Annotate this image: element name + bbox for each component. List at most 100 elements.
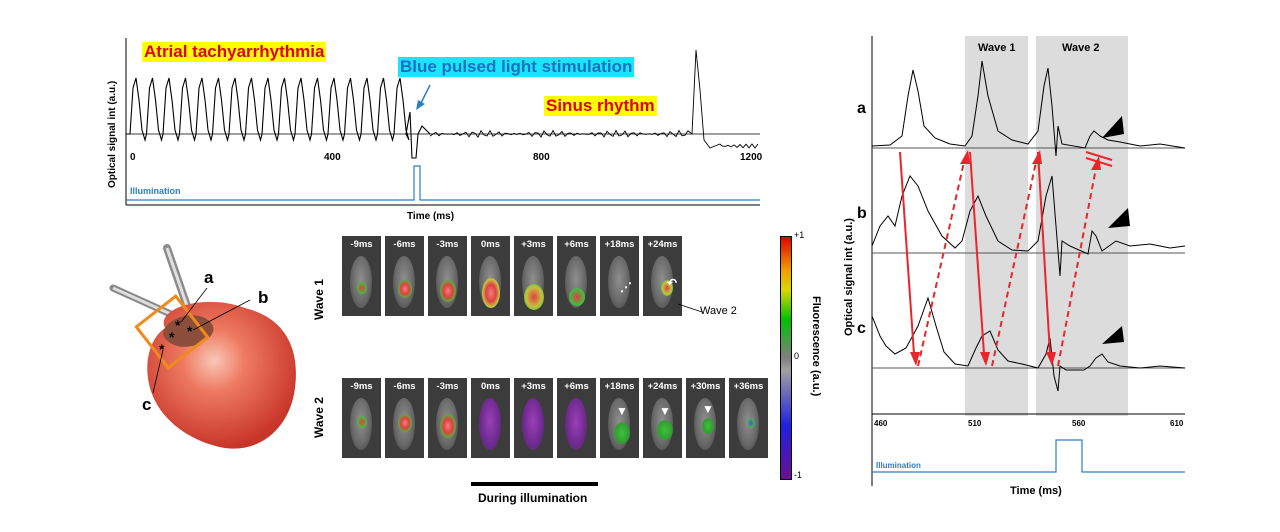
wave2-frame-9: +30ms ▼ [686,378,725,458]
wave2-frame-5: +3ms [514,378,553,458]
retrograde-arrow-1 [917,161,965,367]
arrowhead-b [1108,208,1130,228]
title-atrial-tachyarrhythmia: Atrial tachyarrhythmia [142,42,327,62]
stimulation-artifact [405,111,431,159]
top-illumination-label: Illumination [130,186,181,196]
illumination-period-bar [471,482,598,486]
frame-time: -6ms [393,381,416,392]
frame-time: -9ms [350,239,373,250]
imaging-region-box [134,294,210,370]
activation [357,416,367,428]
frame-time: +6ms [564,381,589,392]
atrium [163,315,214,347]
wave1-row-label: Wave 1 [312,279,326,320]
wave2-frame-10: +36ms [729,378,768,458]
conduction-arrowhead-3 [1046,352,1056,366]
conduction-arrowhead-1 [910,352,920,366]
title-blue-light-stimulation: Blue pulsed light stimulation [398,57,635,77]
frame-time: -6ms [393,239,416,250]
right-tick-510: 510 [968,419,982,428]
retrograde-arrow-3 [1057,167,1097,367]
right-trace-label-b: b [857,205,867,222]
colorbar-mid: 0 [794,351,800,361]
arrowhead-marker: ▼ [702,402,714,416]
arrowhead-c [1102,326,1124,344]
right-trace-label-a: a [857,100,866,117]
tissue [565,398,587,450]
activation [614,422,630,444]
tissue [479,398,501,450]
top-tick-1200: 1200 [740,152,763,163]
wave1-frame-4: 0ms [471,236,510,316]
top-tick-800: 800 [533,152,550,163]
frame-time: +36ms [733,381,764,392]
arrowhead-marker: ▼ [616,404,628,418]
frame-time: +24ms [647,381,678,392]
wave2-annotation: Wave 2 [700,305,737,317]
frame-time: +30ms [690,381,721,392]
conduction-arrow-3 [1037,151,1051,355]
retrograde-arrows [917,161,1097,367]
right-tick-610: 610 [1170,419,1184,428]
title-sinus-rhythm: Sinus rhythm [544,96,657,116]
wave2-annotation-line [677,303,703,313]
leader-line-c [152,349,164,394]
wave2-frame-3: -3ms [428,378,467,458]
conduction-arrow-2 [969,151,985,355]
activation [747,418,755,428]
wave2-frame-6: +6ms [557,378,596,458]
top-y-label: Optical signal int (a.u.) [107,81,118,188]
top-tick-0: 0 [130,152,136,163]
wave1-frame-8: +24ms ↶ [643,236,682,316]
stim-pointer-arrow [419,84,431,106]
wave1-frame-7: +18ms ⋰ [600,236,639,316]
leader-line-a [180,287,208,323]
frame-time: 0ms [480,381,500,392]
activation [440,414,456,438]
leader-line-b [192,299,251,331]
right-trace-panel: Wave 1 Wave 2 a b c Optical signal int (… [843,36,1186,497]
recording-site-marker-c: * [159,341,165,357]
retrograde-arrow-2 [991,161,1037,367]
trace-c [871,296,1186,392]
trace-b [871,175,1186,277]
activation [440,280,456,302]
top-tick-400: 400 [324,152,341,163]
wave1-frame-2: -6ms [385,236,424,316]
arrowhead-a [1102,116,1124,138]
top-trace-panel: Illumination 0 400 800 1200 Optical sign… [107,38,763,222]
reentry-arrow: ↶ [667,276,678,290]
frame-time: -3ms [436,239,459,250]
recording-site-marker-b: * [169,329,175,345]
top-illumination-line [126,165,760,201]
conduction-block-mark-2 [1085,157,1113,167]
during-illumination-label: During illumination [478,491,588,505]
wave2-frame-2: -6ms [385,378,424,458]
wave1-header: Wave 1 [978,42,1016,54]
recording-site-marker-d: * [187,323,193,339]
heart-label-b: b [258,288,269,307]
frame-time: -9ms [350,381,373,392]
activation [524,284,544,310]
top-x-label: Time (ms) [407,211,454,222]
retrograde-arrowhead-3 [1091,156,1101,170]
trace-a [871,60,1186,157]
frame-time: 0ms [480,239,500,250]
activation [398,280,412,298]
propagation-arrow: ⋰ [620,280,632,294]
activation [357,282,367,294]
activation [569,288,585,306]
stim-pointer-arrowhead [416,100,425,110]
wave1-frame-1: -9ms [342,236,381,316]
wave1-frame-5: +3ms [514,236,553,316]
activation [702,418,714,434]
right-x-label: Time (ms) [1010,485,1062,497]
wave2-header: Wave 2 [1062,42,1100,54]
heart-figure: * * * * [109,244,296,449]
sinus-rhythm-trace [429,49,759,149]
frame-time: +3ms [521,239,546,250]
conduction-arrows [899,151,1056,366]
frame-time: +3ms [521,381,546,392]
wave2-row-label: Wave 2 [312,397,326,438]
activation [657,420,673,440]
